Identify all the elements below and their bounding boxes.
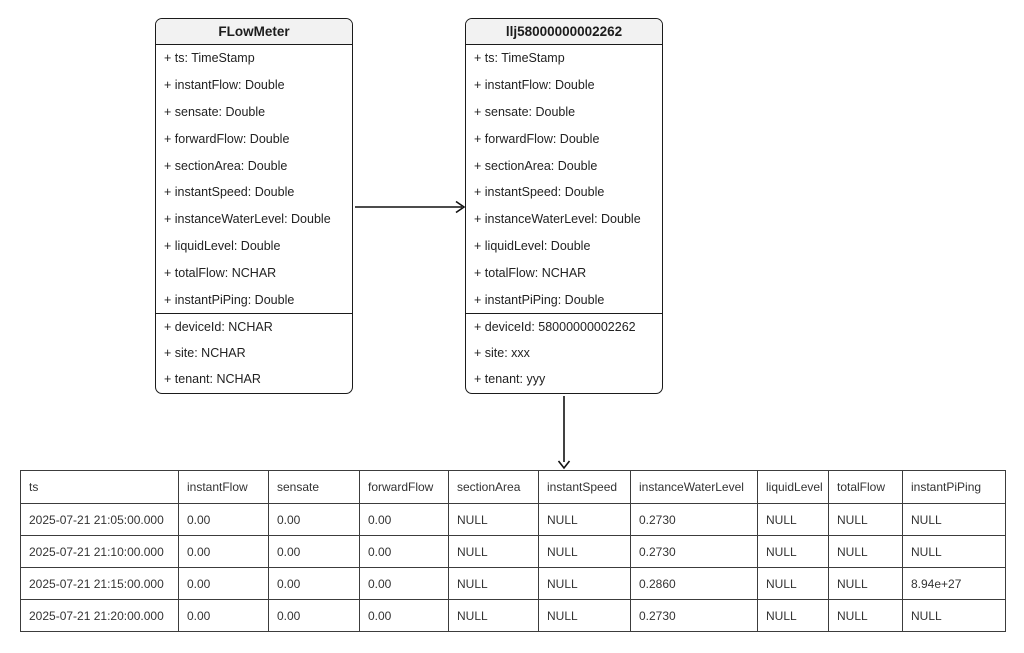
table-cell: 0.00 [359, 535, 449, 568]
table-cell: NULL [448, 535, 539, 568]
class-member-list: + deviceId: NCHAR + site: NCHAR + tenant: … [156, 312, 352, 393]
class-attribute: + tenant: yyy [474, 372, 546, 387]
class-box-device-instance: llj58000000002262 + ts: TimeStamp + insta… [465, 18, 663, 394]
table-cell: NULL [448, 599, 539, 632]
column-header: instantPiPing [902, 470, 1006, 504]
table-cell: 0.2860 [630, 567, 758, 600]
table-cell: 2025-07-21 21:10:00.000 [20, 535, 179, 568]
class-attribute: + instantFlow: Double [474, 78, 595, 93]
class-member-list: + deviceId: 58000000002262 + site: xxx + t… [466, 312, 662, 393]
table-cell: 2025-07-21 21:05:00.000 [20, 503, 179, 536]
column-header: ts [20, 470, 179, 504]
table-row: 2025-07-21 21:20:00.000 0.00 0.00 0.00 NULL N… [20, 599, 1006, 632]
table-cell: 0.2730 [630, 535, 758, 568]
table-cell: NULL [538, 503, 631, 536]
column-header: liquidLevel [757, 470, 829, 504]
column-header: forwardFlow [359, 470, 449, 504]
class-attribute: + site: NCHAR [164, 346, 246, 361]
column-header: instantSpeed [538, 470, 631, 504]
table-cell: NULL [538, 535, 631, 568]
column-header: instanceWaterLevel [630, 470, 758, 504]
table-cell: 0.00 [178, 503, 269, 536]
class-attribute: + tenant: NCHAR [164, 372, 261, 387]
table-row: 2025-07-21 21:05:00.000 0.00 0.00 0.00 NULL N… [20, 503, 1006, 536]
class-attribute: + liquidLevel: Double [474, 238, 591, 253]
table-cell: 0.00 [359, 599, 449, 632]
table-cell: NULL [757, 599, 829, 632]
class-attribute: + deviceId: NCHAR [164, 320, 273, 335]
class-title: FLowMeter [156, 19, 352, 45]
class-attribute-list: + ts: TimeStamp + instantFlow: Double + se… [466, 45, 662, 313]
class-attribute: + sensate: Double [164, 104, 266, 119]
class-attribute: + ts: TimeStamp [474, 51, 565, 66]
table-cell: NULL [828, 599, 903, 632]
table-row: 2025-07-21 21:10:00.000 0.00 0.00 0.00 NULL N… [20, 535, 1006, 568]
class-attribute: + liquidLevel: Double [164, 238, 281, 253]
table-cell: 0.2730 [630, 599, 758, 632]
table-cell: 0.00 [268, 503, 360, 536]
class-attribute: + instantPiPing: Double [164, 292, 295, 307]
class-attribute: + instanceWaterLevel: Double [474, 212, 641, 227]
class-attribute: + instantPiPing: Double [474, 292, 605, 307]
table-cell: 2025-07-21 21:15:00.000 [20, 567, 179, 600]
class-title: llj58000000002262 [466, 19, 662, 45]
table-cell: 2025-07-21 21:20:00.000 [20, 599, 179, 632]
table-cell: NULL [828, 567, 903, 600]
table-cell: 0.00 [178, 535, 269, 568]
class-attribute: + sectionArea: Double [474, 158, 598, 173]
table-row: 2025-07-21 21:15:00.000 0.00 0.00 0.00 NULL N… [20, 567, 1006, 600]
table-cell: NULL [902, 503, 1006, 536]
table-cell: NULL [448, 503, 539, 536]
table-cell: 0.00 [268, 567, 360, 600]
table-cell: NULL [902, 535, 1006, 568]
table-cell: 0.00 [359, 567, 449, 600]
table-body: 2025-07-21 21:05:00.000 0.00 0.00 0.00 NULL N… [20, 503, 1006, 632]
table-cell: 0.2730 [630, 503, 758, 536]
class-attribute: + instantSpeed: Double [164, 185, 295, 200]
table-cell: NULL [828, 535, 903, 568]
table-cell: NULL [448, 567, 539, 600]
table-cell: NULL [757, 567, 829, 600]
table-cell: NULL [902, 599, 1006, 632]
table-cell: 0.00 [268, 535, 360, 568]
class-attribute: + deviceId: 58000000002262 [474, 320, 636, 335]
arrow-device-to-table [557, 396, 571, 470]
class-attribute: + forwardFlow: Double [164, 131, 290, 146]
table-cell: 0.00 [178, 599, 269, 632]
class-attribute: + totalFlow: NCHAR [474, 265, 587, 280]
table-cell: 8.94e+27 [902, 567, 1006, 600]
class-attribute: + sensate: Double [474, 104, 576, 119]
class-attribute: + site: xxx [474, 346, 530, 361]
table-cell: NULL [538, 599, 631, 632]
query-result-table: ts instantFlow sensate forwardFlow sectionAr… [20, 470, 1006, 632]
class-attribute: + sectionArea: Double [164, 158, 288, 173]
table-cell: 0.00 [359, 503, 449, 536]
column-header: sectionArea [448, 470, 539, 504]
table-cell: 0.00 [178, 567, 269, 600]
class-box-flowmeter: FLowMeter + ts: TimeStamp + instantFlow: … [155, 18, 353, 394]
column-header: totalFlow [828, 470, 903, 504]
table-cell: NULL [538, 567, 631, 600]
class-attribute: + forwardFlow: Double [474, 131, 600, 146]
table-cell: NULL [828, 503, 903, 536]
class-attribute: + ts: TimeStamp [164, 51, 255, 66]
arrow-flowmeter-to-device [355, 200, 466, 214]
class-attribute: + totalFlow: NCHAR [164, 265, 277, 280]
column-header: instantFlow [178, 470, 269, 504]
table-header-row: ts instantFlow sensate forwardFlow sectionAr… [20, 470, 1006, 504]
table-cell: NULL [757, 503, 829, 536]
table-cell: 0.00 [268, 599, 360, 632]
class-attribute: + instanceWaterLevel: Double [164, 212, 331, 227]
column-header: sensate [268, 470, 360, 504]
class-attribute: + instantFlow: Double [164, 78, 285, 93]
table-cell: NULL [757, 535, 829, 568]
class-attribute: + instantSpeed: Double [474, 185, 605, 200]
class-attribute-list: + ts: TimeStamp + instantFlow: Double + se… [156, 45, 352, 313]
